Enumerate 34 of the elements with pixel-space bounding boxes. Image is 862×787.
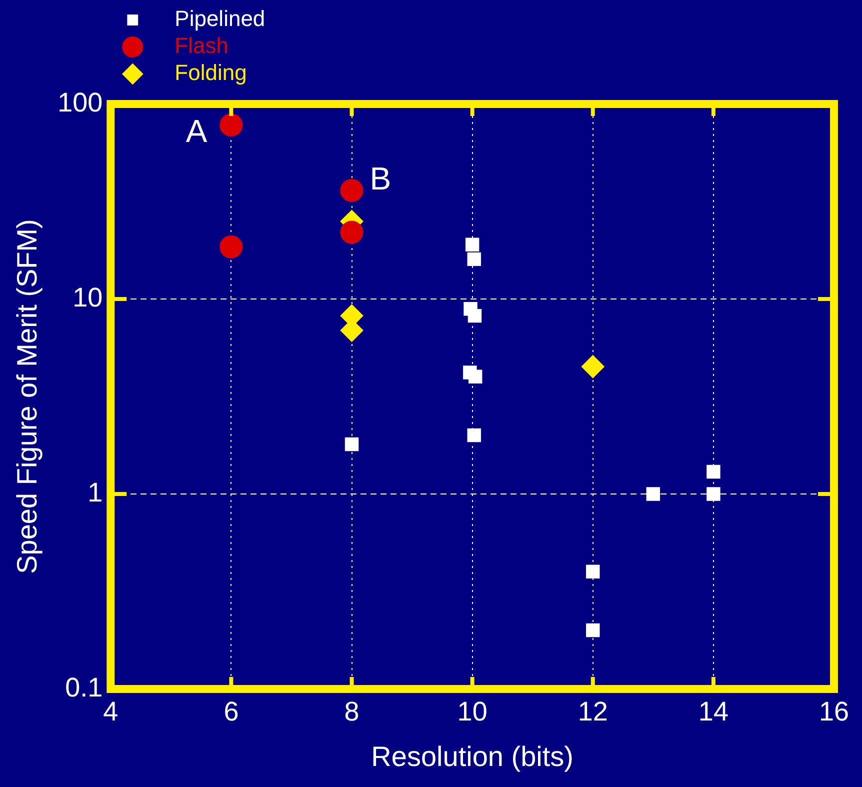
- y-tick-label: 100: [58, 87, 103, 118]
- x-tick-label: 14: [698, 696, 728, 727]
- x-axis-title: Resolution (bits): [371, 740, 574, 772]
- point: [467, 428, 481, 442]
- legend-label: Flash: [174, 33, 228, 58]
- point: [586, 564, 600, 578]
- point: [467, 252, 481, 266]
- x-tick-label: 8: [344, 696, 360, 727]
- point: [344, 437, 359, 452]
- point: [586, 623, 600, 638]
- point: [340, 220, 364, 244]
- point: [220, 114, 243, 137]
- y-tick-label: 0.1: [65, 672, 103, 702]
- y-axis-title: Speed Figure of Merit (SFM): [12, 219, 43, 574]
- annotation: A: [186, 112, 208, 149]
- point: [465, 238, 480, 252]
- point: [468, 370, 482, 384]
- point: [706, 487, 720, 501]
- legend-label: Pipelined: [174, 6, 266, 32]
- y-tick-label: 10: [72, 282, 103, 312]
- x-tick-label: 4: [103, 696, 118, 727]
- annotation: B: [370, 160, 392, 196]
- y-tick-label: 1: [88, 477, 103, 508]
- point: [220, 235, 243, 258]
- point: [340, 179, 364, 202]
- x-tick-label: 10: [457, 696, 488, 727]
- x-tick-label: 16: [818, 696, 850, 727]
- x-tick-label: 6: [224, 696, 239, 727]
- point: [706, 464, 720, 479]
- legend-label: Folding: [174, 60, 247, 86]
- point: [646, 487, 660, 501]
- point: [581, 355, 604, 378]
- point: [468, 308, 482, 323]
- x-tick-label: 12: [578, 696, 608, 727]
